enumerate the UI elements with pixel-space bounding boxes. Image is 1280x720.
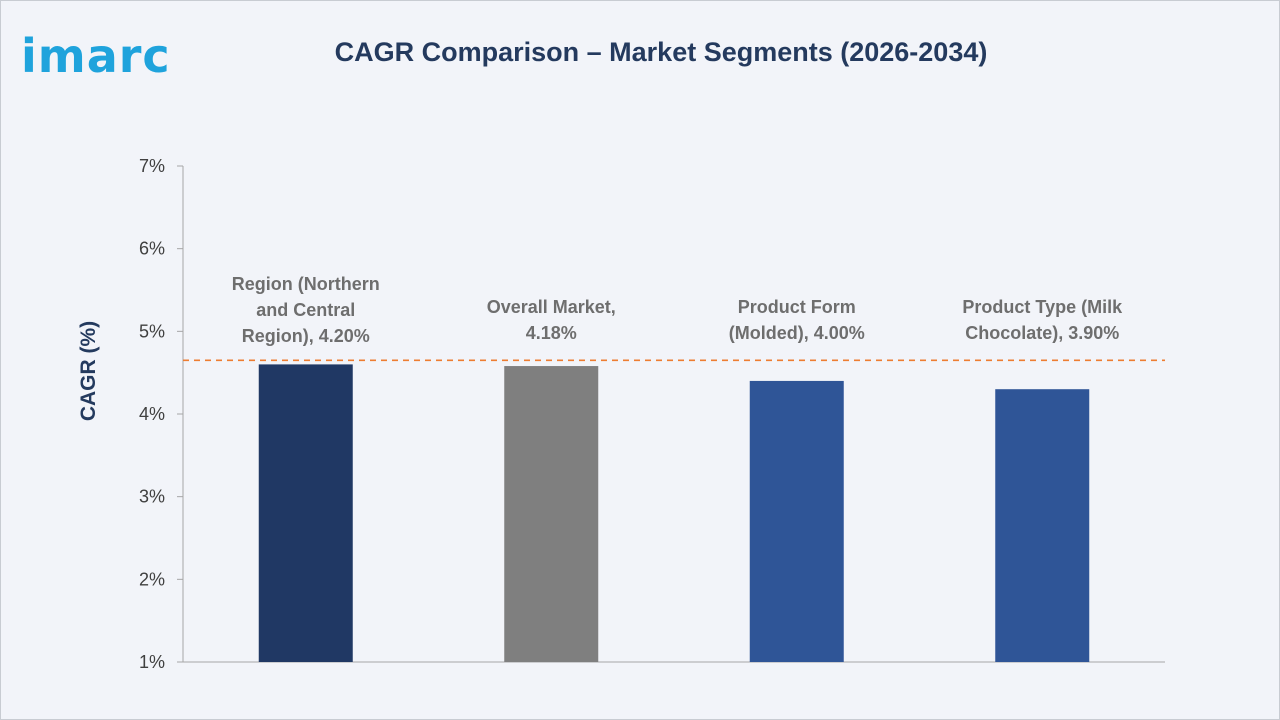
y-tick-label: 6% xyxy=(139,239,165,259)
bar-data-label: Region (Northern and Central Region), 4.20… xyxy=(232,274,380,346)
bar xyxy=(749,380,844,662)
y-tick-label: 1% xyxy=(139,652,165,672)
bar-data-label: Product Form (Molded), 4.00% xyxy=(729,297,865,343)
bar xyxy=(504,366,599,662)
y-tick-label: 3% xyxy=(139,487,165,507)
y-tick-label: 5% xyxy=(139,321,165,341)
imarc-logo: imarc xyxy=(21,29,171,83)
bar-data-label: Overall Market, 4.18% xyxy=(487,297,616,343)
bar-data-label: Product Type (Milk Chocolate), 3.90% xyxy=(962,297,1123,343)
bar xyxy=(995,389,1090,662)
bar xyxy=(258,364,353,662)
y-tick-label: 4% xyxy=(139,404,165,424)
chart-title: CAGR Comparison – Market Segments (2026-… xyxy=(334,37,988,67)
y-tick-label: 7% xyxy=(139,156,165,176)
y-tick-label: 2% xyxy=(139,569,165,589)
